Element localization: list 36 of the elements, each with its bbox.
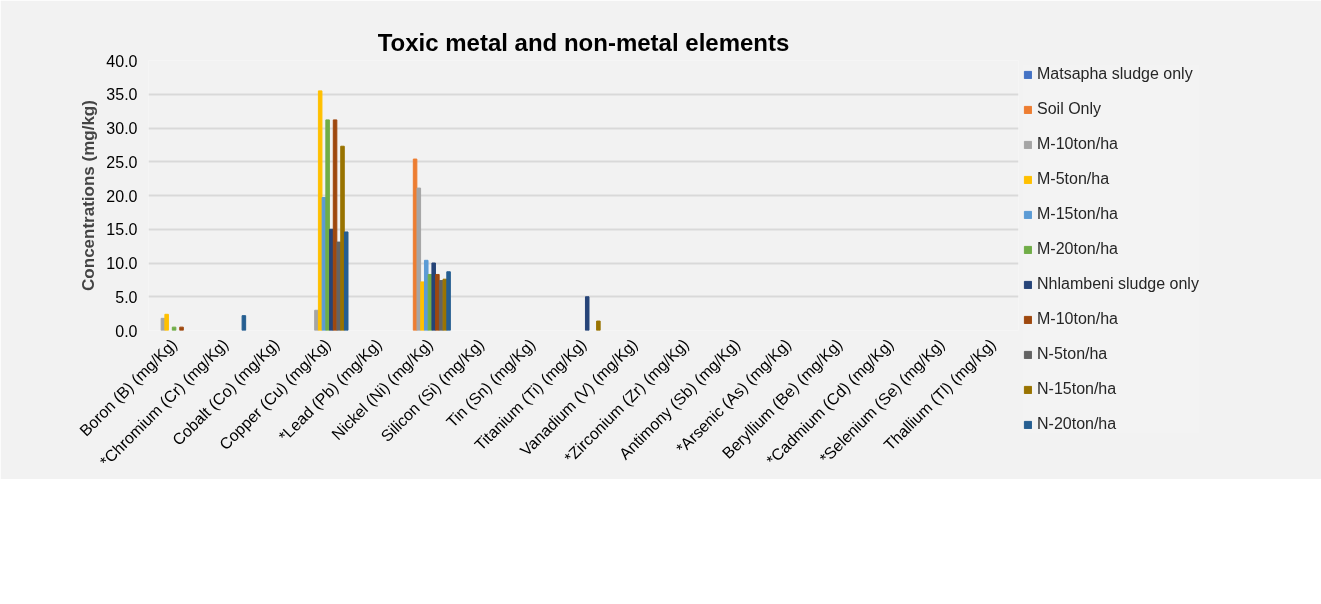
legend-label: M-10ton/ha [1037,310,1118,328]
legend-label: M-15ton/ha [1037,205,1118,223]
bar [179,326,184,331]
bar [164,313,169,331]
bar [435,273,440,331]
bar [340,145,345,331]
bar [431,262,436,331]
y-tick-label: 40.0 [106,52,138,70]
y-tick-label: 30.0 [106,120,138,137]
y-tick-label: 25.0 [106,153,138,171]
y-tick-label: 15.0 [106,221,138,239]
bar [423,259,429,331]
bar [416,187,422,331]
legend-label: Matsapha sludge only [1037,65,1193,83]
bar [241,315,247,331]
bar [343,231,349,331]
legend-label: M-10ton/ha [1037,135,1118,153]
y-tick-label: 10.0 [106,255,138,272]
legend-label: N-15ton/ha [1037,380,1117,398]
y-axis-title: Concentrations (mg/kg) [79,100,99,291]
bar [325,119,330,331]
y-tick-label: 20.0 [106,187,138,205]
bar [446,271,451,331]
legend-label: M-5ton/ha [1037,170,1110,188]
y-tick-label: 0.0 [115,322,138,340]
y-tick-label: 35.0 [106,86,138,104]
bar [584,296,590,331]
legend-label: N-20ton/ha [1037,415,1117,433]
legend-label: N-5ton/ha [1037,345,1108,363]
bar [171,326,177,331]
y-tick-label: 5.0 [115,288,138,306]
legend-label: M-20ton/ha [1037,240,1118,258]
bar [596,320,601,331]
chart-title: Toxic metal and non-metal elements [377,28,790,56]
legend-label: Soil Only [1037,100,1102,118]
legend-label: Nhlambeni sludge only [1037,275,1199,293]
